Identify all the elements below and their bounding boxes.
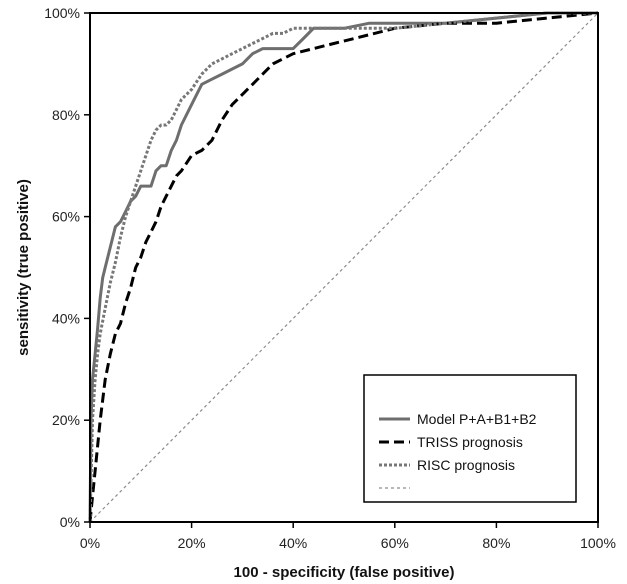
- x-axis-title: 100 - specificity (false positive): [234, 564, 455, 581]
- y-tick-label: 60%: [52, 209, 80, 225]
- legend-label: TRISS prognosis: [417, 434, 523, 450]
- y-tick-label: 40%: [52, 310, 80, 326]
- x-tick-label: 80%: [482, 535, 510, 551]
- y-tick-label: 100%: [44, 5, 80, 21]
- y-axis-title: sensitivity (true positive): [15, 179, 32, 356]
- y-tick-label: 0%: [60, 514, 80, 530]
- series-line-2: [88, 11, 598, 523]
- x-tick-label: 100%: [580, 535, 616, 551]
- x-tick-label: 20%: [178, 535, 206, 551]
- series-line-0: [88, 11, 598, 523]
- x-tick-label: 0%: [80, 535, 100, 551]
- x-tick-label: 60%: [381, 535, 409, 551]
- plot-frame: [89, 12, 599, 523]
- plot-area: [88, 11, 599, 523]
- legend-box: [363, 374, 577, 503]
- legend-label: RISC prognosis: [417, 457, 515, 473]
- legend: Model P+A+B1+B2 TRISS prognosis RISC progn…: [363, 374, 577, 503]
- axes: 0% 20% 40% 60% 80% 100% 0% 20% 40% 60% 80% 100%: [44, 5, 616, 551]
- y-tick-label: 80%: [52, 107, 80, 123]
- y-tick-label: 20%: [52, 412, 80, 428]
- series-line-1: [88, 11, 599, 523]
- x-tick-label: 40%: [279, 535, 307, 551]
- legend-label: Model P+A+B1+B2: [417, 411, 537, 427]
